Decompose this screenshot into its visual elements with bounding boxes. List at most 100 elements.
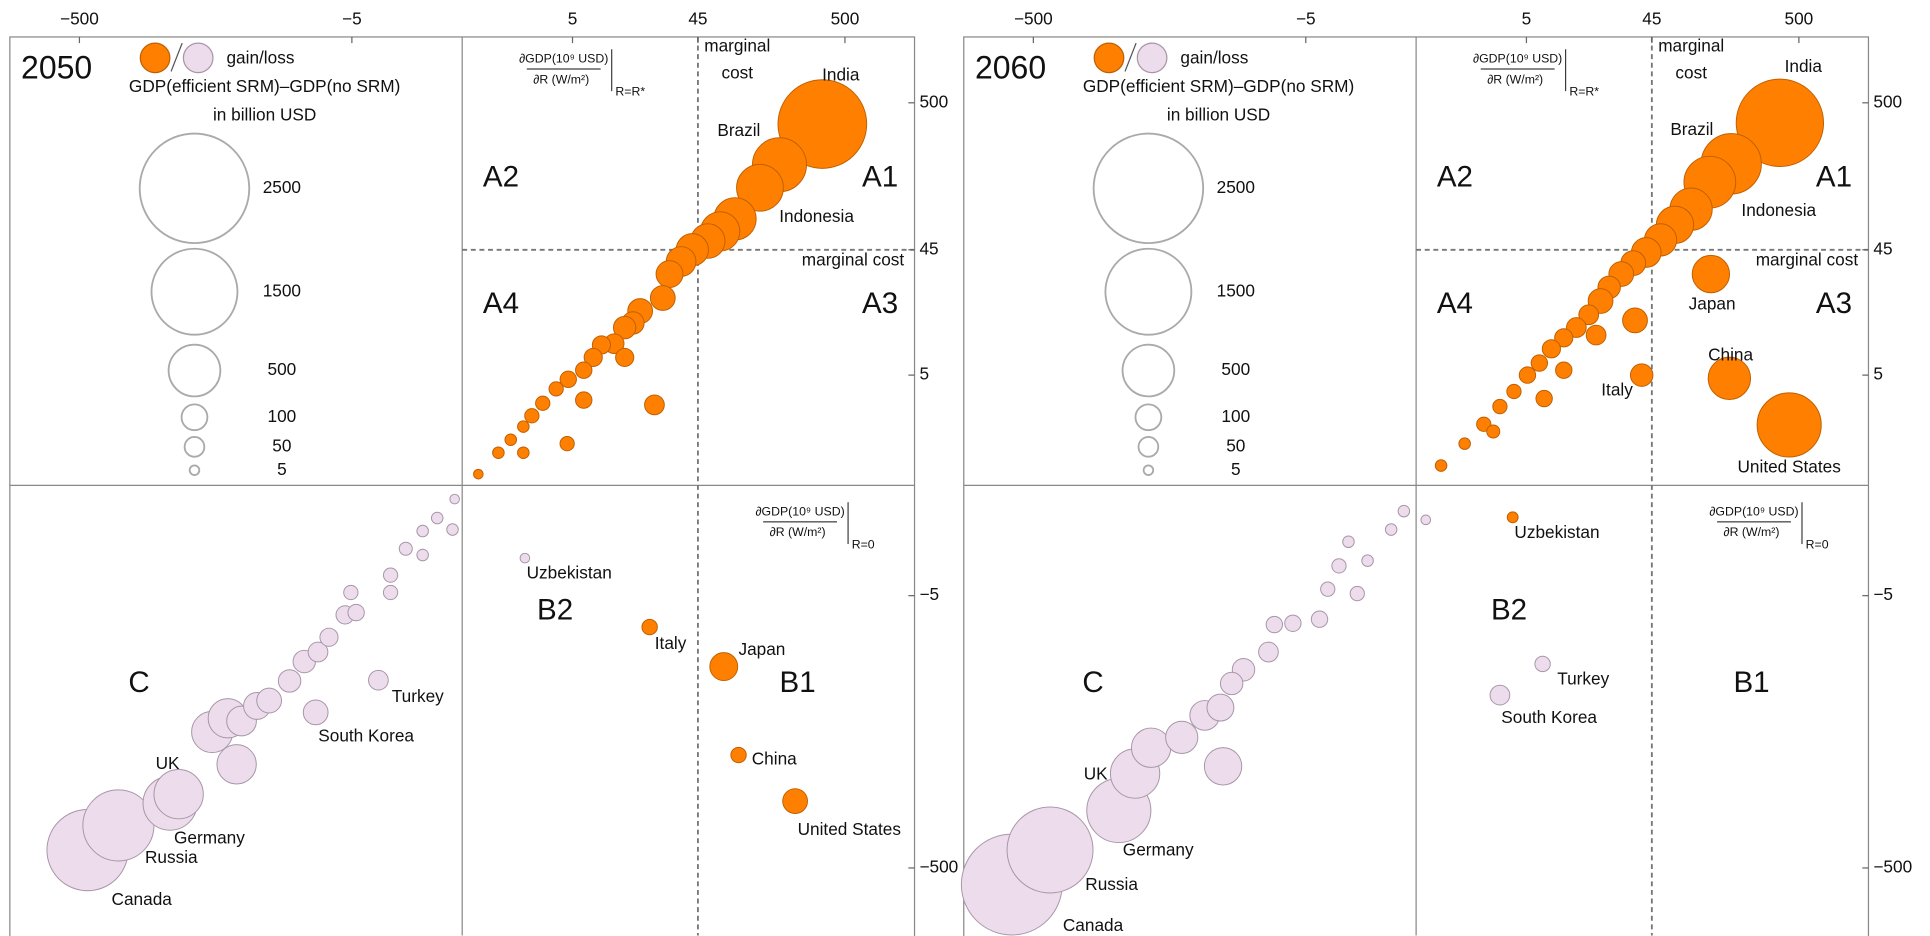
- bubble: [1518, 366, 1537, 384]
- bubble: [1506, 383, 1522, 400]
- derivative-bottom-subscript: R=0: [1806, 538, 1829, 552]
- y-tick-label: 500: [1873, 91, 1902, 111]
- bubble: [1219, 671, 1244, 696]
- bubble: [1284, 614, 1302, 632]
- country-label: India: [1785, 56, 1823, 76]
- size-legend-circle: [180, 403, 209, 432]
- bubble: [1434, 459, 1448, 472]
- size-legend-label: 500: [1221, 359, 1250, 379]
- size-legend-label: 500: [268, 359, 297, 379]
- bubble: [1361, 554, 1374, 567]
- bubble: [492, 446, 505, 459]
- size-legend-label: 5: [1231, 459, 1241, 479]
- bubble: [1506, 511, 1519, 524]
- bubble: [368, 669, 389, 691]
- quadrant-label: A1: [862, 160, 898, 193]
- bubble: [1310, 610, 1329, 628]
- bubble: [1203, 747, 1243, 786]
- size-legend-label: 50: [272, 435, 291, 455]
- size-legend-title: GDP(efficient SRM)–GDP(no SRM): [1083, 76, 1354, 96]
- size-legend-label: 2500: [1217, 177, 1255, 197]
- country-label: Japan: [738, 639, 785, 659]
- bubble: [655, 260, 684, 288]
- marginal-cost-line-label: marginal cost: [1756, 250, 1859, 270]
- bubble: [517, 446, 530, 459]
- bubble: [1165, 720, 1199, 754]
- x-tick-label: 5: [568, 8, 578, 28]
- bubble: [256, 687, 283, 714]
- bubble: [548, 381, 564, 397]
- derivative-top-subscript: R=R*: [615, 85, 645, 99]
- size-legend-circle: [1134, 403, 1163, 432]
- quadrant-label: C: [1082, 666, 1103, 699]
- derivative-bottom-denominator: ∂R (W/m²): [1724, 525, 1780, 539]
- x-tick-label: 500: [1785, 8, 1814, 28]
- marginal-cost-label: marginal: [1658, 35, 1724, 55]
- bubble: [641, 618, 658, 636]
- quadrant-label: C: [128, 666, 149, 699]
- bubble: [382, 584, 399, 601]
- size-legend-title: GDP(efficient SRM)–GDP(no SRM): [129, 76, 400, 96]
- bubble: [575, 361, 593, 379]
- bubble: [216, 744, 257, 785]
- bubble: [1707, 356, 1752, 400]
- bubble: [1578, 304, 1600, 326]
- derivative-bottom-numerator: ∂GDP(10⁹ USD): [755, 504, 844, 518]
- country-label: Indonesia: [1741, 200, 1816, 220]
- bubble: [782, 788, 808, 814]
- bubble: [709, 652, 739, 682]
- bubble: [416, 548, 429, 562]
- bubble: [1206, 693, 1235, 722]
- bubble: [446, 523, 459, 536]
- bubble: [559, 370, 577, 389]
- size-legend-subtitle: in billion USD: [1167, 104, 1270, 124]
- bubble: [524, 408, 540, 424]
- country-label: Canada: [112, 889, 173, 909]
- legend-label: gain/loss: [1180, 48, 1248, 68]
- x-tick-label: 5: [1522, 8, 1532, 28]
- bubble: [1486, 424, 1501, 439]
- x-tick-label: 45: [1642, 8, 1661, 28]
- quadrant-label: A3: [862, 287, 898, 320]
- bubble: [382, 567, 399, 583]
- country-label: Turkey: [1557, 668, 1609, 688]
- bubble: [1622, 307, 1648, 334]
- size-legend-subtitle: in billion USD: [213, 104, 316, 124]
- bubble: [615, 347, 635, 367]
- quadrant-label: A4: [1437, 287, 1473, 320]
- country-label: Indonesia: [779, 206, 854, 226]
- legend-swatch-loss: [1136, 42, 1168, 74]
- country-label: Brazil: [1670, 119, 1713, 139]
- bubble: [1535, 389, 1553, 408]
- bubble: [535, 395, 551, 411]
- bubble: [1320, 581, 1336, 597]
- y-tick-label: 5: [1873, 364, 1883, 384]
- bubble: [1756, 392, 1822, 458]
- country-label: Germany: [1123, 840, 1194, 860]
- size-legend-circle: [1137, 436, 1160, 458]
- bubble: [1554, 328, 1574, 348]
- bubble: [1130, 727, 1172, 768]
- bubble: [347, 603, 365, 622]
- country-label: Italy: [655, 633, 687, 653]
- country-label: United States: [798, 819, 901, 839]
- bubble: [575, 391, 593, 409]
- bubble: [1331, 558, 1347, 574]
- size-legend-circle: [188, 464, 201, 476]
- quadrant-label: A4: [483, 287, 519, 320]
- marginal-cost-label: cost: [721, 62, 753, 82]
- size-legend-label: 100: [268, 406, 297, 426]
- derivative-top-denominator: ∂R (W/m²): [1487, 72, 1543, 86]
- country-label: Uzbekistan: [527, 563, 612, 583]
- x-tick-label: −5: [342, 8, 362, 28]
- bubble: [398, 541, 413, 556]
- country-label: Italy: [1601, 380, 1633, 400]
- bubble: [1489, 684, 1511, 706]
- size-legend-circle: [183, 436, 206, 458]
- bubble: [153, 769, 204, 820]
- y-tick-label: 45: [919, 238, 938, 258]
- size-legend-circle: [1121, 343, 1176, 398]
- country-label: Turkey: [392, 686, 444, 706]
- derivative-bottom-subscript: R=0: [852, 538, 875, 552]
